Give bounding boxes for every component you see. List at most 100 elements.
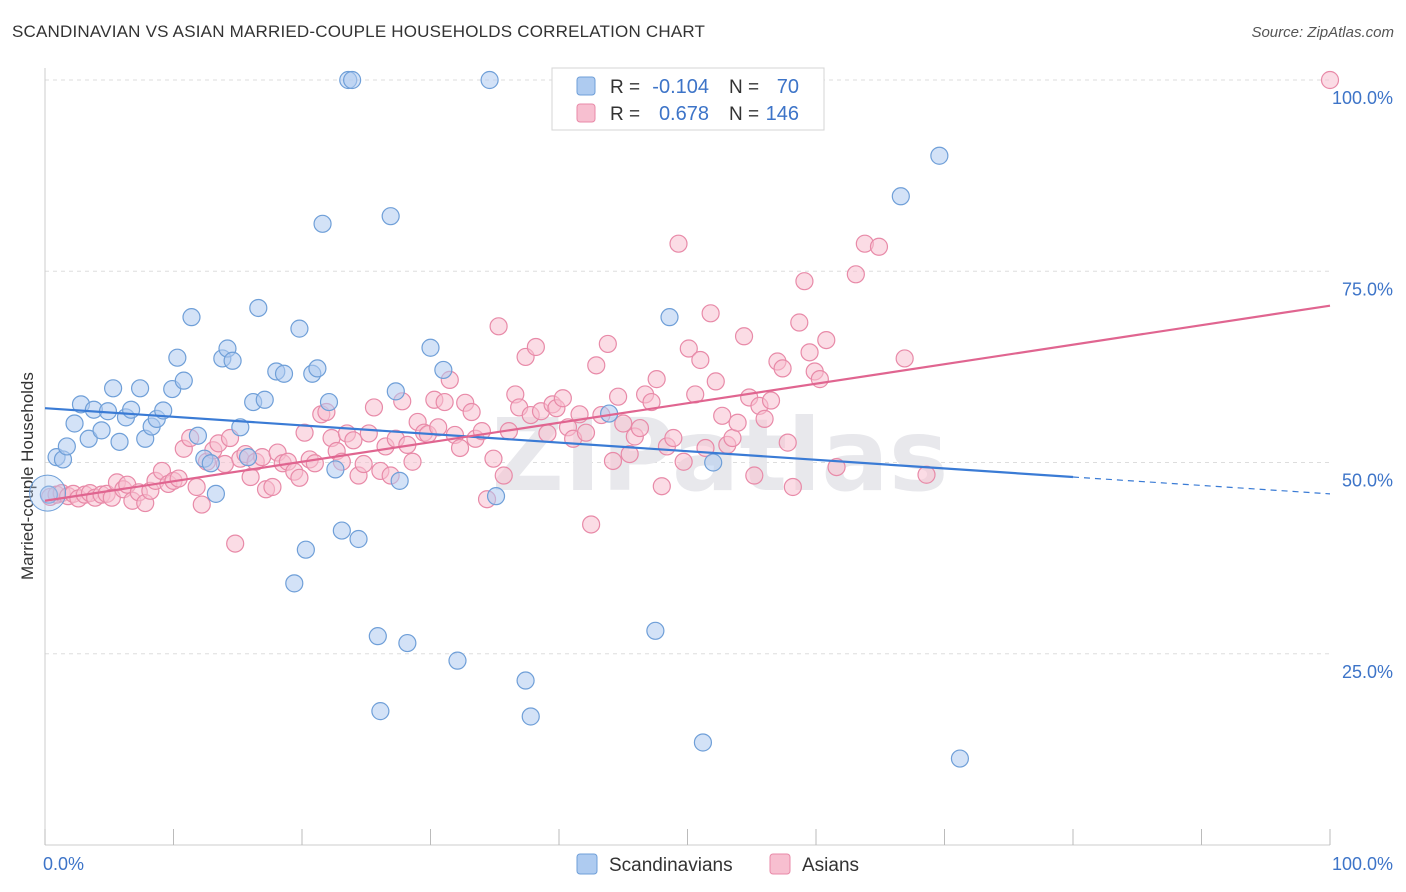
scandinavians-point [516,671,535,690]
asians-point [187,477,206,497]
asians-point [354,454,373,474]
scandinavians-point [290,319,309,338]
scandinavians-point [349,529,368,549]
asians-point [598,334,617,354]
scandinavians-trend-line [44,407,1074,479]
y-tick-labels: 100.0% 75.0% 50.0% 25.0% [1332,88,1393,682]
scandinavians-point [104,379,123,398]
scandinavians-point [319,392,339,412]
scandinavians-point [398,633,417,653]
asians-point [1320,70,1340,90]
asians-point [745,466,764,485]
asians-point [462,402,481,422]
chart-title: SCANDINAVIAN VS ASIAN MARRIED-COUPLE HOU… [12,22,706,41]
asians-point [795,272,814,291]
legend-bottom-swatch-asians [769,853,791,875]
asians-point [494,466,513,485]
asians-point [674,452,693,471]
scandinavians-point [274,364,294,383]
legend-bottom-label-asians: Asians [802,855,859,876]
legend-r-label: R = [610,77,640,98]
scandinavians-point [448,651,467,670]
asians-point [429,418,448,437]
asians-point [817,331,836,350]
y-tick-label: 100.0% [1332,88,1393,108]
legend-swatch-scandinavians [576,76,596,96]
asians-point [846,265,865,284]
scandinavians-point [238,448,258,467]
asians-point [679,339,698,358]
scandinavians-point [646,621,665,640]
legend-top: R = -0.104 N = 70 R = 0.678 N = 146 [551,67,825,131]
asians-point [553,389,572,408]
asians-point [435,392,454,412]
scandinavians-point [223,351,242,370]
asians-point [755,409,774,428]
scandinavians-point [368,627,387,646]
asians-point [192,495,211,514]
asians-point [538,424,557,443]
scandinavians-point [693,733,713,752]
asians-point [869,237,889,256]
asians-point [723,428,742,448]
scandinavians-point [65,414,84,433]
scandinavians-point [92,421,111,440]
scandinavians-point [371,702,390,721]
asians-point [691,350,710,370]
x-tick-label: 100.0% [1332,854,1393,874]
asians-point [827,457,846,477]
legend-n-value: 146 [766,103,799,125]
asians-point [783,477,802,497]
asians-point [609,387,628,406]
scandinavians-point [29,474,67,512]
asians-point [263,477,282,497]
asians-point [587,356,606,375]
asians-point [603,451,623,471]
asians-point [701,304,720,323]
axes [44,68,1331,846]
scandinavians-point [79,429,98,448]
asians-point [359,424,378,443]
asians-point [450,438,470,458]
scandinavians-point [308,359,327,378]
scandinavians-point [174,371,193,390]
scandinavians-point [285,574,304,593]
asians-point [489,317,508,336]
legend-n-label: N = [729,104,759,125]
scandinavians-point [255,390,274,409]
asians-point [773,359,792,378]
scandinavians-point [660,308,679,327]
legend-swatch-asians [576,103,596,123]
asians-point [761,391,781,410]
asians-point [778,433,797,452]
scandinavians-point [891,187,910,206]
asians-point [576,423,596,442]
scandinavians-point [326,460,345,479]
scandinavians-point [421,338,440,357]
scandinavians-point [950,749,970,768]
asians-point [917,465,936,484]
scandinavians-point [296,540,315,559]
scandinavians-point [231,418,250,437]
asians-point [642,392,661,412]
scandinavians-point [57,437,76,456]
scandinavians-point [110,432,129,451]
scandinavians-point [313,214,332,233]
asians-point [290,468,309,487]
legend-n-label: N = [729,77,759,98]
scandinavians-point [332,521,351,540]
asians-point [790,313,809,332]
asians-point [484,449,503,468]
asians-point [620,444,639,464]
asians-point [728,413,747,432]
scandinavians-point [182,308,201,327]
scandinavians-point [130,379,150,398]
x-tick-label: 0.0% [43,854,84,874]
asians-point [664,428,683,448]
legend-r-value: 0.678 [659,103,709,125]
scandinavians-point [381,207,400,226]
asians-point [526,337,545,357]
asians-point [647,370,666,389]
asians-point [305,454,324,473]
legend-r-value: -0.104 [652,76,709,98]
